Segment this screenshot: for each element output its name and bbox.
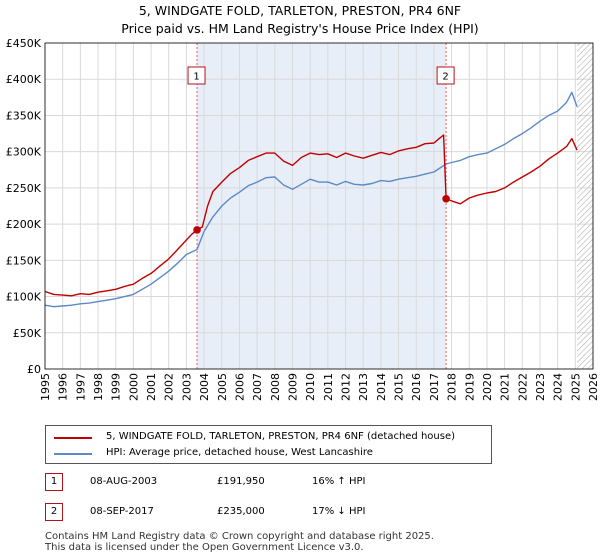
ownership-shade (197, 43, 447, 369)
x-tick-label: 2001 (145, 373, 158, 401)
x-tick-label: 2007 (251, 373, 264, 401)
x-tick-label: 2021 (499, 373, 512, 401)
series-line-property (44, 134, 578, 297)
x-tick-label: 2005 (216, 373, 229, 401)
y-tick-label: £350K (6, 109, 42, 122)
x-tick-label: 2025 (569, 373, 582, 401)
x-tick-label: 2011 (322, 373, 335, 401)
y-tick-label: £250K (6, 182, 42, 195)
x-tick-label: 2026 (587, 373, 600, 401)
y-tick-label: £300K (6, 146, 42, 159)
sale-point (193, 226, 201, 234)
x-tick-label: 2010 (304, 373, 317, 401)
sale-price: £235,000 (217, 506, 265, 517)
x-tick-label: 1996 (57, 373, 70, 401)
x-tick-label: 2018 (446, 373, 459, 401)
chart-subtitle: Price paid vs. HM Land Registry's House … (121, 21, 479, 36)
x-tick-label: 1997 (74, 373, 87, 401)
sale-date: 08-AUG-2003 (90, 476, 158, 487)
sale-hpi-diff: 16% ↑ HPI (312, 476, 366, 487)
footer-attribution: Contains HM Land Registry data © Crown c… (45, 531, 434, 553)
x-tick-label: 2019 (463, 373, 476, 401)
price-chart: 1 2 £0 £50K £100K £150K £200K £250K £300K £350K £… (6, 37, 600, 401)
sale-number: 2 (45, 503, 63, 521)
legend-label-hpi: HPI: Average price, detached house, West… (106, 447, 373, 458)
sale-number: 1 (45, 473, 63, 491)
x-tick-label: 2014 (375, 373, 388, 401)
chart-title: 5, WINDGATE FOLD, TARLETON, PRESTON, PR4… (138, 3, 462, 18)
legend-label-property: 5, WINDGATE FOLD, TARLETON, PRESTON, PR4… (106, 431, 456, 442)
x-tick-label: 1999 (110, 373, 123, 401)
sale-date: 08-SEP-2017 (90, 506, 154, 517)
legend-swatch-property (54, 437, 92, 439)
x-tick-label: 2024 (552, 373, 565, 401)
forecast-hatch (577, 43, 593, 369)
sale-marker-label: 2 (442, 72, 448, 83)
chart-title-block: 5, WINDGATE FOLD, TARLETON, PRESTON, PR4… (0, 2, 600, 38)
y-tick-label: £150K (6, 254, 42, 267)
sale-price: £191,950 (217, 476, 265, 487)
legend-swatch-hpi (54, 453, 92, 455)
sale-point (442, 194, 450, 203)
x-tick-label: 2012 (340, 373, 353, 401)
x-tick-label: 2022 (516, 373, 529, 401)
plot-frame (44, 42, 594, 370)
x-tick-label: 2020 (481, 373, 494, 401)
sale-marker-label: 1 (193, 72, 199, 83)
x-tick-label: 2023 (534, 373, 547, 401)
x-tick-label: 2016 (410, 373, 423, 401)
x-tick-label: 1998 (92, 373, 105, 401)
x-tick-label: 2008 (269, 373, 282, 401)
y-tick-label: £450K (6, 37, 42, 50)
x-tick-label: 2009 (286, 373, 299, 401)
x-tick-label: 2015 (393, 373, 406, 401)
series-line-hpi (44, 91, 578, 308)
sale-marker-box (436, 66, 455, 85)
x-tick-label: 2000 (127, 373, 140, 401)
x-tick-label: 2006 (233, 373, 246, 401)
sale-hpi-diff: 17% ↓ HPI (312, 506, 366, 517)
y-tick-label: £400K (6, 73, 42, 86)
y-tick-label: £200K (6, 218, 42, 231)
x-tick-label: 2013 (357, 373, 370, 401)
x-tick-label: 2002 (163, 373, 176, 401)
y-tick-label: £50K (13, 327, 42, 340)
x-tick-label: 2004 (198, 373, 211, 401)
x-tick-label: 2003 (180, 373, 193, 401)
x-tick-label: 2017 (428, 373, 441, 401)
x-tick-label: 1995 (39, 373, 52, 401)
y-tick-label: £100K (6, 291, 42, 304)
legend: 5, WINDGATE FOLD, TARLETON, PRESTON, PR4… (45, 425, 492, 464)
sale-marker-box (187, 66, 206, 85)
y-tick-label: £0 (27, 363, 41, 376)
